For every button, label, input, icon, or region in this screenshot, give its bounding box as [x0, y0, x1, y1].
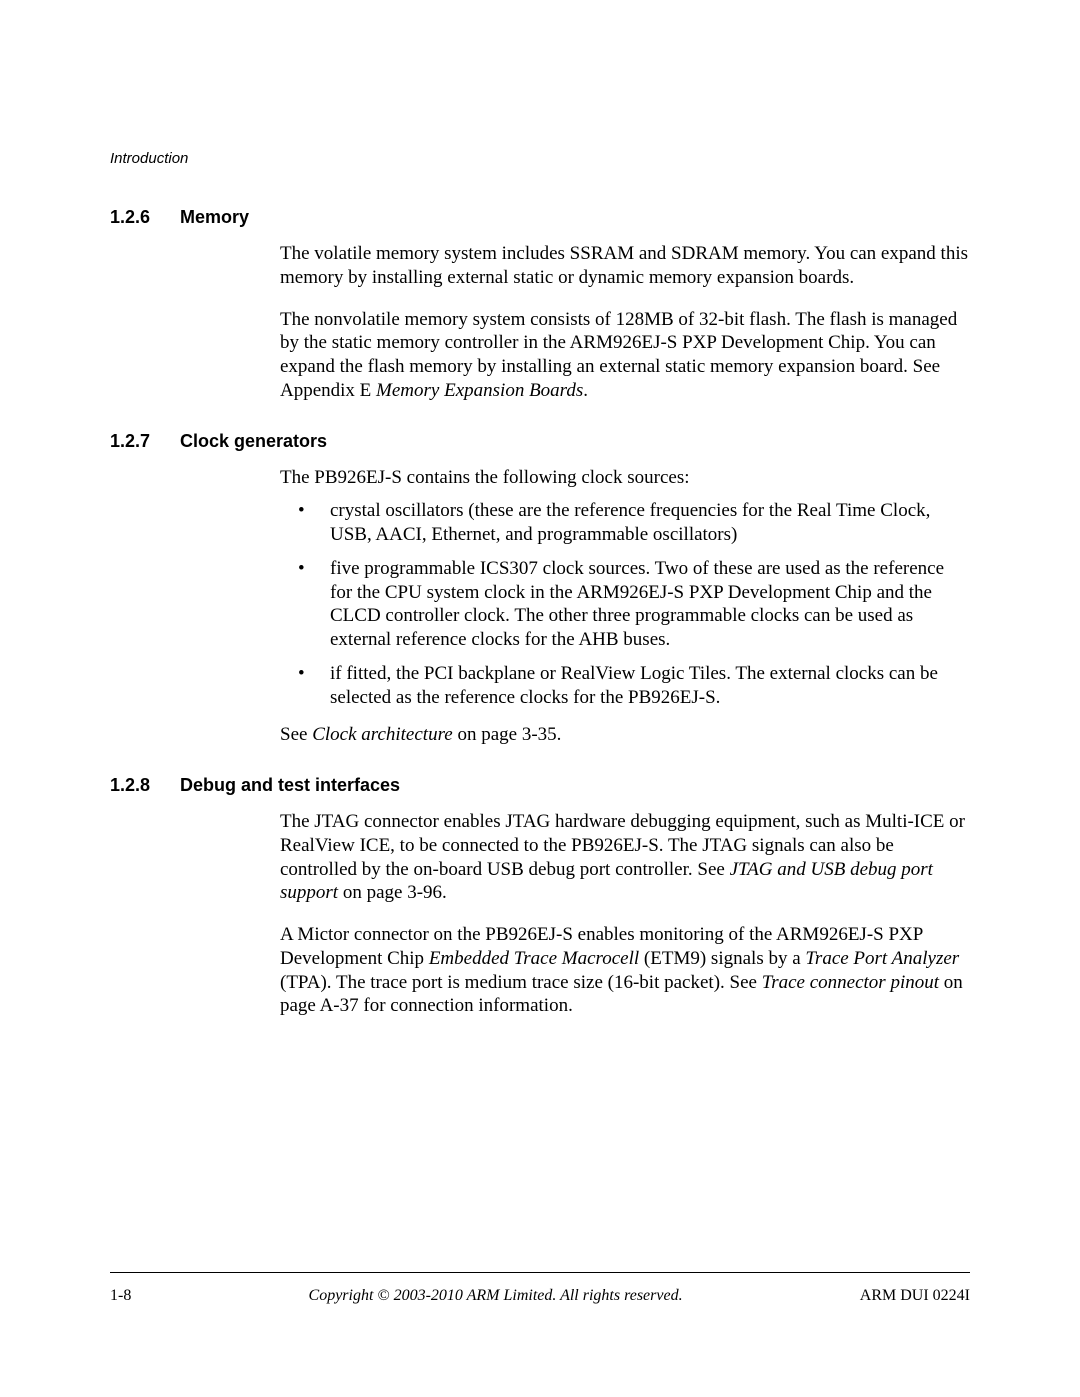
emphasis: Embedded Trace Macrocell	[429, 948, 639, 969]
list-item: crystal oscillators (these are the refer…	[280, 499, 970, 547]
text-run: (TPA). The trace port is medium trace si…	[280, 972, 762, 993]
doc-id: ARM DUI 0224I	[860, 1287, 970, 1305]
list-item: if fitted, the PCI backplane or RealView…	[280, 662, 970, 710]
text-run: (ETM9) signals by a	[639, 948, 805, 969]
emphasis: Trace connector pinout	[762, 972, 939, 993]
section-title: Debug and test interfaces	[180, 775, 970, 796]
section-heading: 1.2.6 Memory	[110, 207, 970, 228]
text-run: .	[583, 380, 588, 401]
running-header: Introduction	[110, 150, 970, 167]
section-128: 1.2.8 Debug and test interfaces The JTAG…	[110, 775, 970, 1018]
paragraph: The volatile memory system includes SSRA…	[280, 242, 970, 290]
page: Introduction 1.2.6 Memory The volatile m…	[0, 0, 1080, 1397]
page-number: 1-8	[110, 1287, 131, 1305]
copyright: Copyright © 2003-2010 ARM Limited. All r…	[131, 1287, 859, 1305]
bullet-list: crystal oscillators (these are the refer…	[280, 499, 970, 709]
page-footer: 1-8 Copyright © 2003-2010 ARM Limited. A…	[110, 1272, 970, 1305]
emphasis: Clock architecture	[312, 724, 453, 745]
section-heading: 1.2.8 Debug and test interfaces	[110, 775, 970, 796]
emphasis: Memory Expansion Boards	[376, 380, 583, 401]
paragraph: A Mictor connector on the PB926EJ-S enab…	[280, 923, 970, 1018]
section-body: The volatile memory system includes SSRA…	[280, 242, 970, 403]
section-number: 1.2.7	[110, 431, 180, 452]
text-run: See	[280, 724, 312, 745]
paragraph: The JTAG connector enables JTAG hardware…	[280, 810, 970, 905]
emphasis: Trace Port Analyzer	[805, 948, 959, 969]
paragraph: The PB926EJ-S contains the following clo…	[280, 466, 970, 490]
paragraph: See Clock architecture on page 3-35.	[280, 723, 970, 747]
footer-row: 1-8 Copyright © 2003-2010 ARM Limited. A…	[110, 1287, 970, 1305]
section-heading: 1.2.7 Clock generators	[110, 431, 970, 452]
section-body: The PB926EJ-S contains the following clo…	[280, 466, 970, 748]
paragraph: The nonvolatile memory system consists o…	[280, 308, 970, 403]
text-run: on page 3-35.	[453, 724, 562, 745]
section-title: Clock generators	[180, 431, 970, 452]
list-item: five programmable ICS307 clock sources. …	[280, 557, 970, 652]
footer-rule	[110, 1272, 970, 1273]
section-number: 1.2.6	[110, 207, 180, 228]
section-number: 1.2.8	[110, 775, 180, 796]
section-body: The JTAG connector enables JTAG hardware…	[280, 810, 970, 1018]
section-127: 1.2.7 Clock generators The PB926EJ-S con…	[110, 431, 970, 748]
section-126: 1.2.6 Memory The volatile memory system …	[110, 207, 970, 403]
text-run: on page 3-96.	[338, 882, 447, 903]
section-title: Memory	[180, 207, 970, 228]
